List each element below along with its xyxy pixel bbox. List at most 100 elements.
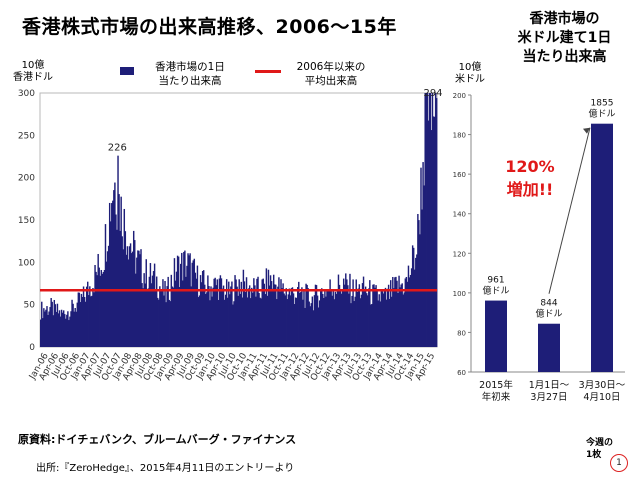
volume-bar (75, 311, 77, 347)
volume-bar (145, 259, 147, 347)
volume-bar (182, 280, 184, 347)
volume-bar (282, 283, 284, 347)
volume-bar (242, 269, 245, 347)
volume-bar (153, 263, 156, 347)
volume-bar (108, 202, 111, 347)
bar-value-label: 1855 (591, 99, 614, 109)
volume-bar (227, 297, 229, 347)
volume-bar (131, 251, 134, 347)
volume-bar (209, 300, 211, 347)
volume-bar (137, 250, 139, 347)
volume-bar (355, 279, 357, 347)
volume-bar (46, 306, 48, 347)
volume-bar (347, 285, 349, 347)
volume-bar (300, 292, 302, 347)
volume-bar (405, 276, 408, 347)
volume-bar (291, 287, 294, 347)
volume-bar (339, 290, 342, 347)
volume-bar (165, 302, 167, 347)
volume-bar (110, 221, 112, 347)
volume-bar (306, 284, 308, 347)
volume-bar (386, 288, 389, 347)
volume-bar (243, 281, 246, 347)
volume-bar (151, 275, 154, 347)
volume-bar (251, 287, 253, 347)
right-category-label: 4月10日 (583, 392, 620, 403)
y-tick-label: 100 (18, 258, 35, 268)
volume-bar (206, 292, 208, 347)
volume-bar (290, 288, 293, 347)
volume-bar (51, 301, 53, 347)
volume-bar (231, 281, 233, 347)
volume-bar (411, 245, 414, 347)
volume-bar (190, 286, 192, 347)
increase-annotation: 120% (505, 157, 554, 176)
volume-bar (349, 273, 351, 347)
volume-bar (194, 272, 197, 347)
volume-bar (225, 279, 228, 347)
volume-bar (312, 310, 315, 347)
volume-bar (367, 295, 369, 347)
volume-bar (315, 285, 318, 347)
volume-bar (253, 278, 255, 347)
volume-bar (73, 311, 75, 347)
volume-bar (107, 245, 110, 347)
volume-bar (44, 311, 46, 347)
volume-bar (163, 295, 165, 347)
volume-bar (41, 301, 43, 347)
volume-bar (93, 292, 95, 347)
volume-bar (299, 292, 301, 347)
volume-bar (186, 265, 188, 347)
volume-bar (254, 285, 256, 347)
volume-bar (167, 276, 169, 347)
volume-bar (370, 304, 372, 347)
volume-bar (307, 288, 309, 347)
volume-bar (422, 162, 424, 347)
volume-bar (432, 116, 435, 348)
y-tick-label: 0 (29, 343, 35, 353)
volume-bar (140, 249, 142, 347)
volume-bar (112, 200, 114, 347)
volume-bar (40, 319, 42, 347)
y-tick-label: 250 (18, 131, 35, 141)
volume-bar (408, 277, 411, 347)
volume-bar (83, 296, 86, 347)
legend-line: 当たり出来高 (158, 75, 222, 87)
volume-bar (101, 273, 104, 347)
page-number: 1 (610, 454, 628, 472)
volume-bar (230, 286, 232, 347)
volume-bar (394, 277, 396, 347)
volume-bar (208, 286, 210, 347)
volume-bar (427, 120, 430, 347)
volume-bar (195, 278, 198, 347)
volume-bar (47, 314, 49, 347)
bar-value-label: 844 (540, 299, 557, 309)
volume-bar (240, 281, 243, 347)
volume-bar (359, 298, 362, 347)
volume-bar (286, 299, 288, 347)
volume-bar (330, 290, 332, 347)
volume-bar (280, 279, 282, 347)
volume-bar (116, 229, 118, 347)
volume-bar (218, 278, 221, 347)
volume-bar (228, 281, 230, 347)
volume-bar (247, 288, 250, 347)
volume-bar (416, 254, 418, 347)
volume-bar (284, 295, 286, 347)
volume-bar (76, 302, 79, 347)
volume-bar (111, 203, 113, 347)
volume-bar (52, 315, 54, 347)
volume-bar (321, 288, 323, 347)
volume-bar (271, 288, 274, 347)
volume-bar (356, 291, 358, 347)
volume-bar (344, 284, 346, 347)
volume-bar (362, 276, 365, 347)
volume-bar (125, 254, 128, 347)
volume-bar (57, 313, 60, 347)
volume-bar (64, 314, 66, 347)
volume-bar (87, 281, 89, 347)
volume-bar (245, 277, 248, 347)
volume-bar (336, 290, 339, 347)
volume-bar (94, 265, 96, 347)
